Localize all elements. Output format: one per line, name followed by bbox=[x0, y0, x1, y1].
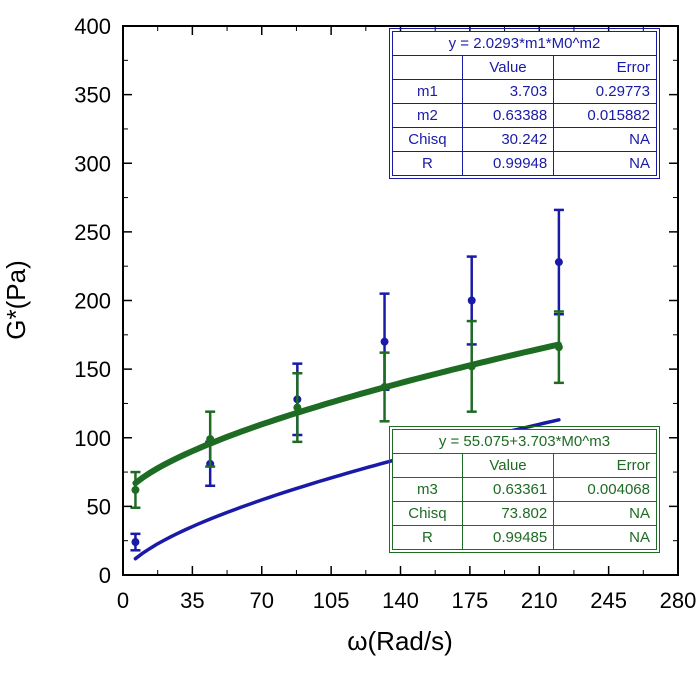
x-tick-label: 105 bbox=[313, 588, 350, 613]
param-value: 73.802 bbox=[461, 501, 555, 526]
header-cell: Value bbox=[461, 55, 555, 80]
x-tick-label: 175 bbox=[452, 588, 489, 613]
param-error: NA bbox=[553, 127, 657, 152]
param-error: NA bbox=[553, 501, 657, 526]
header-cell: Value bbox=[461, 453, 555, 478]
param-name: m3 bbox=[392, 477, 463, 502]
fit-equation: y = 2.0293*m1*M0^m2 bbox=[392, 31, 657, 56]
x-tick-label: 140 bbox=[382, 588, 419, 613]
param-value: 0.99485 bbox=[461, 525, 555, 550]
header-cell: Error bbox=[553, 55, 657, 80]
fit-curve-1 bbox=[132, 341, 562, 487]
x-tick-label: 210 bbox=[521, 588, 558, 613]
data-point bbox=[467, 362, 476, 371]
param-name: Chisq bbox=[392, 127, 463, 152]
y-tick-label: 300 bbox=[74, 151, 111, 176]
y-tick-label: 350 bbox=[74, 83, 111, 108]
data-point bbox=[380, 382, 389, 391]
header-cell bbox=[392, 55, 463, 80]
param-name: R bbox=[392, 525, 463, 550]
data-point bbox=[554, 343, 563, 352]
data-point bbox=[380, 337, 389, 346]
data-point bbox=[467, 296, 476, 305]
param-error: NA bbox=[553, 151, 657, 176]
header-cell: Error bbox=[553, 453, 657, 478]
param-error: NA bbox=[553, 525, 657, 550]
x-tick-label: 280 bbox=[660, 588, 697, 613]
fit-table-green: y = 55.075+3.703*M0^m3 Value Error m3 0.… bbox=[389, 426, 660, 553]
x-tick-label: 0 bbox=[117, 588, 129, 613]
data-point bbox=[131, 538, 140, 547]
param-value: 0.63388 bbox=[461, 103, 555, 128]
y-tick-label: 50 bbox=[87, 494, 111, 519]
data-point bbox=[131, 485, 140, 494]
param-name: m2 bbox=[392, 103, 463, 128]
x-axis-title: ω(Rad/s) bbox=[347, 626, 453, 656]
y-tick-label: 150 bbox=[74, 357, 111, 382]
y-tick-label: 0 bbox=[99, 563, 111, 588]
y-tick-label: 100 bbox=[74, 426, 111, 451]
param-name: m1 bbox=[392, 79, 463, 104]
y-tick-label: 400 bbox=[74, 14, 111, 39]
param-error: 0.015882 bbox=[553, 103, 657, 128]
fit-table-blue: y = 2.0293*m1*M0^m2 Value Error m1 3.703… bbox=[389, 28, 660, 179]
param-name: R bbox=[392, 151, 463, 176]
param-name: Chisq bbox=[392, 501, 463, 526]
param-error: 0.004068 bbox=[553, 477, 657, 502]
data-point bbox=[293, 403, 302, 412]
y-axis-title: G*(Pa) bbox=[1, 260, 31, 339]
data-point bbox=[554, 258, 563, 267]
param-error: 0.29773 bbox=[553, 79, 657, 104]
x-tick-label: 70 bbox=[250, 588, 274, 613]
header-cell bbox=[392, 453, 463, 478]
param-value: 3.703 bbox=[461, 79, 555, 104]
param-value: 30.242 bbox=[461, 127, 555, 152]
param-value: 0.99948 bbox=[461, 151, 555, 176]
data-point bbox=[206, 435, 215, 444]
x-tick-label: 245 bbox=[590, 588, 627, 613]
y-tick-label: 200 bbox=[74, 289, 111, 314]
x-tick-label: 35 bbox=[180, 588, 204, 613]
param-value: 0.63361 bbox=[461, 477, 555, 502]
fit-equation: y = 55.075+3.703*M0^m3 bbox=[392, 429, 657, 454]
y-tick-label: 250 bbox=[74, 220, 111, 245]
